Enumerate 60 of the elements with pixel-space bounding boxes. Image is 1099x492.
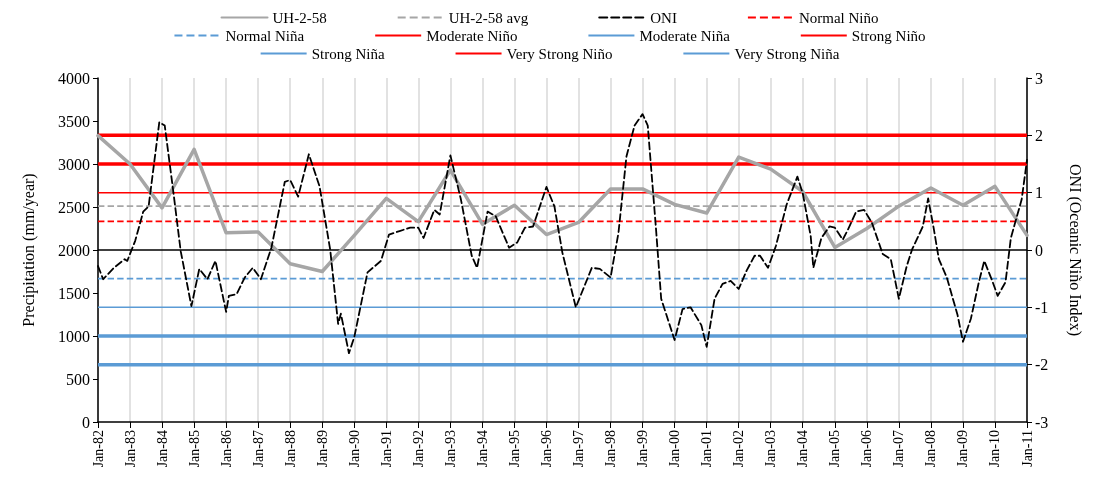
x-tick-label: Jan-91 (378, 430, 394, 468)
legend-label: Strong Niña (311, 45, 385, 62)
y-tick-label: 1000 (58, 327, 90, 345)
y2-tick-label: -2 (1035, 356, 1049, 374)
x-tick-label: Jan-11 (1019, 430, 1035, 467)
x-tick-label: Jan-93 (442, 430, 458, 468)
x-tick-label: Jan-00 (667, 430, 683, 468)
x-tick-label: Jan-05 (827, 430, 843, 468)
legend-label: Moderate Niño (426, 27, 518, 44)
x-tick-label: Jan-87 (250, 430, 266, 468)
x-tick-label: Jan-08 (923, 430, 939, 468)
x-tick-label: Jan-02 (731, 430, 747, 468)
y2-tick-label: 2 (1035, 126, 1043, 144)
x-tick-label: Jan-84 (154, 430, 170, 468)
x-tick-label: Jan-97 (571, 430, 587, 468)
x-tick-label: Jan-89 (314, 430, 330, 468)
x-tick-label: Jan-09 (955, 430, 971, 468)
x-tick-label: Jan-90 (346, 430, 362, 468)
x-tick-label: Jan-04 (795, 430, 811, 468)
y2-tick-label: 3 (1035, 69, 1043, 87)
y-tick-label: 1500 (58, 284, 90, 302)
legend-label: Moderate Niña (639, 27, 731, 44)
y2-axis-title: ONI (Oceanic Niño Index) (1065, 164, 1084, 336)
x-tick-label: Jan-96 (538, 430, 554, 468)
x-tick-label: Jan-03 (763, 430, 779, 468)
legend-label: UH-2-58 (272, 9, 327, 26)
x-tick-label: Jan-86 (218, 430, 234, 468)
legend-label: Normal Niño (798, 9, 879, 26)
y-tick-label: 4000 (58, 69, 90, 87)
legend-label: Normal Niña (225, 27, 305, 44)
x-tick-label: Jan-01 (699, 430, 715, 468)
legend-label: Strong Niño (851, 27, 926, 44)
x-tick-label: Jan-07 (891, 430, 907, 468)
y-axis-title: Precipitation (mm/year) (19, 173, 38, 327)
x-tick-label: Jan-83 (122, 430, 138, 468)
x-tick-label: Jan-82 (90, 430, 106, 468)
y2-tick-label: -1 (1035, 298, 1049, 316)
x-tick-label: Jan-88 (282, 430, 298, 468)
line-series (96, 133, 1029, 274)
x-tick-label: Jan-95 (506, 430, 522, 468)
y-tick-label: 500 (66, 370, 90, 388)
x-tick-label: Jan-85 (186, 430, 202, 468)
y2-tick-label: -3 (1035, 413, 1049, 431)
x-tick-label: Jan-10 (987, 430, 1003, 468)
x-tick-label: Jan-99 (635, 430, 651, 468)
y-tick-label: 2000 (58, 241, 90, 259)
x-tick-label: Jan-06 (859, 430, 875, 468)
y2-tick-label: 1 (1035, 184, 1043, 202)
legend-label: Very Strong Niño (506, 45, 613, 62)
y-tick-label: 0 (82, 413, 90, 431)
x-tick-label: Jan-94 (474, 430, 490, 468)
x-tick-label: Jan-98 (603, 430, 619, 468)
y-tick-label: 3000 (58, 155, 90, 173)
legend-label: Very Strong Niña (734, 45, 840, 62)
legend-label: ONI (650, 9, 677, 26)
x-tick-label: Jan-92 (410, 430, 426, 468)
y2-tick-label: 0 (1035, 241, 1043, 259)
legend-label: UH-2-58 avg (448, 9, 529, 26)
y-tick-label: 2500 (58, 198, 90, 216)
y-tick-label: 3500 (58, 112, 90, 130)
